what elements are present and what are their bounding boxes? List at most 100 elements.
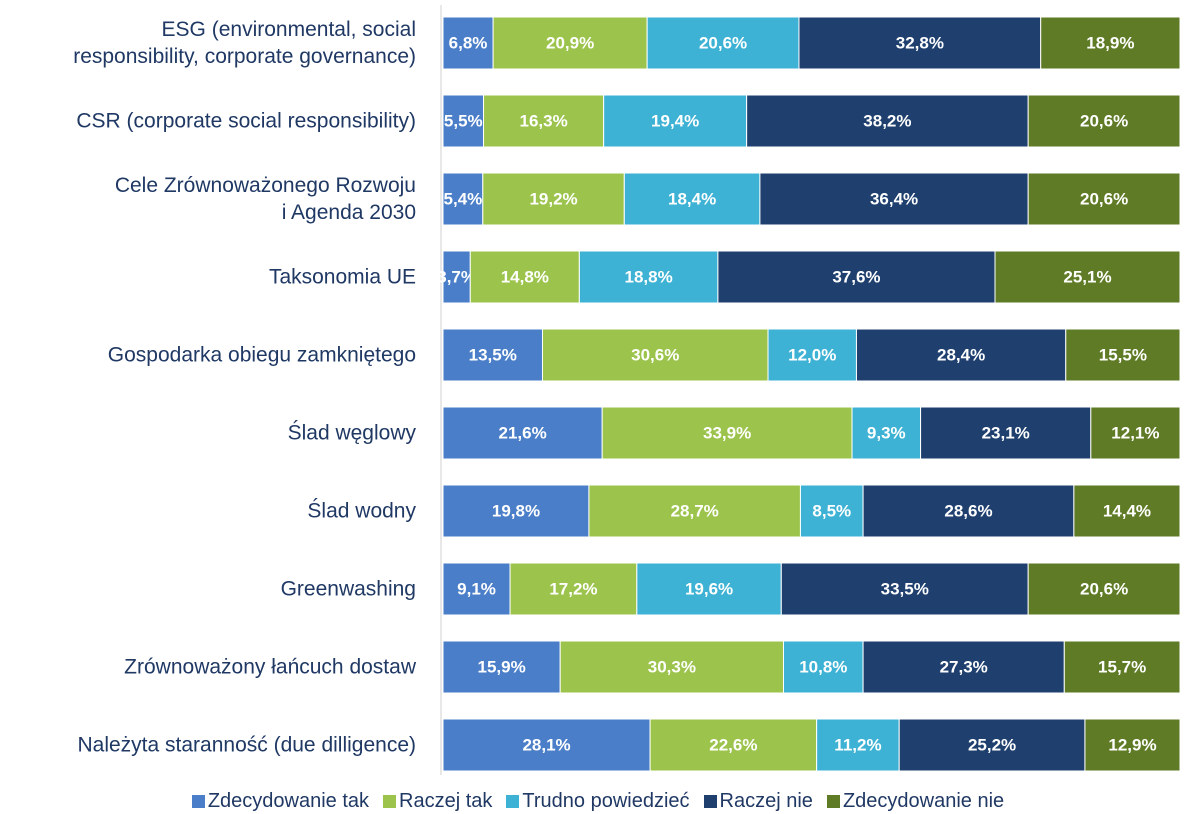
bar-segment [1027, 172, 1181, 226]
bar-segment [862, 484, 1075, 538]
bar-segment [482, 172, 625, 226]
data-label: 30,6% [631, 345, 679, 364]
data-label: 12,9% [1108, 735, 1156, 754]
bar-segment [492, 16, 648, 70]
bar-segment [649, 718, 818, 772]
data-label: 10,8% [799, 657, 847, 676]
data-label: 18,9% [1086, 33, 1134, 52]
data-label: 19,6% [685, 579, 733, 598]
data-label: 36,4% [870, 189, 918, 208]
category-label: Cele Zrównoważonego Rozwoju i Agenda 203… [114, 174, 416, 224]
data-label: 20,6% [1080, 111, 1128, 130]
bar-segment [767, 328, 857, 382]
category-label: Należyta staranność (due dilligence) [77, 733, 416, 757]
data-label: 9,1% [457, 579, 496, 598]
bar-segment [898, 718, 1086, 772]
bar-segment [442, 406, 603, 460]
legend: Zdecydowanie tak Raczej tak Trudno powiedz… [0, 790, 1196, 813]
bar-segment [851, 406, 922, 460]
bar-segment [1027, 94, 1181, 148]
category-label: Greenwashing [280, 577, 416, 601]
legend-item: Raczej tak [383, 790, 492, 813]
category-label: CSR (corporate social responsibility) [76, 109, 416, 133]
data-label: 18,8% [625, 267, 673, 286]
bar-segment [759, 172, 1029, 226]
data-label: 25,2% [968, 735, 1016, 754]
data-label: 15,7% [1098, 657, 1146, 676]
legend-item: Zdecydowanie tak [191, 790, 370, 813]
data-label: 11,2% [834, 735, 881, 754]
data-label: 19,2% [529, 189, 577, 208]
data-label: 15,9% [477, 657, 525, 676]
bar-segment [442, 484, 590, 538]
legend-item: Trudno powiedzieć [506, 790, 690, 813]
category-label: ESG (environmental, social responsibilit… [73, 18, 416, 68]
data-label: 21,6% [498, 423, 546, 442]
data-label: 25,1% [1063, 267, 1111, 286]
data-label: 8,5% [812, 501, 851, 520]
data-label: 15,5% [1099, 345, 1147, 364]
category-label: Gospodarka obiegu zamkniętego [107, 343, 416, 367]
data-label: 3,7% [437, 267, 476, 286]
data-label: 20,6% [1080, 579, 1128, 598]
bar-segment [541, 328, 769, 382]
data-label: 17,2% [549, 579, 597, 598]
legend-item: Zdecydowanie nie [826, 790, 1005, 813]
bar-segment [782, 640, 864, 694]
data-label: 19,4% [651, 111, 699, 130]
bar-segment [442, 640, 561, 694]
bar-segment [1063, 640, 1181, 694]
legend-item: Raczej nie [703, 790, 813, 813]
data-label: 28,7% [671, 501, 719, 520]
data-label: 28,4% [937, 345, 985, 364]
legend-swatch [506, 795, 520, 808]
data-label: 30,3% [648, 657, 696, 676]
bar-segment [862, 640, 1065, 694]
data-label: 5,4% [444, 189, 483, 208]
bar-segment [1027, 562, 1181, 616]
bar-segment [559, 640, 784, 694]
data-label: 13,5% [469, 345, 517, 364]
data-label: 38,2% [863, 111, 911, 130]
bar-segment [636, 562, 782, 616]
bar-segment [601, 406, 853, 460]
bar-segment [746, 94, 1029, 148]
data-label: 37,6% [832, 267, 880, 286]
bar-segment [442, 562, 511, 616]
bar-segment [920, 406, 1092, 460]
bar-segment [442, 250, 471, 304]
data-label: 12,0% [788, 345, 836, 364]
legend-swatch [703, 795, 717, 808]
data-label: 6,8% [449, 33, 488, 52]
category-label: Ślad wodny [307, 499, 416, 523]
category-label: Ślad węglowy [287, 421, 416, 445]
legend-swatch [191, 795, 205, 808]
bar-segment [1065, 328, 1181, 382]
data-label: 9,3% [867, 423, 906, 442]
data-label: 32,8% [896, 33, 944, 52]
legend-label: Zdecydowanie nie [842, 790, 1005, 812]
data-label: 33,9% [703, 423, 751, 442]
bar-segment [1073, 484, 1181, 538]
legend-label: Trudno powiedzieć [522, 790, 690, 812]
category-label: Taksonomia UE [268, 265, 416, 289]
bar-segment [442, 94, 485, 148]
bar-segment [483, 94, 605, 148]
data-label: 14,8% [501, 267, 549, 286]
legend-label: Zdecydowanie tak [207, 790, 370, 812]
data-label: 28,6% [944, 501, 992, 520]
bar-segment [1040, 16, 1181, 70]
bar-segment [994, 250, 1181, 304]
data-label: 20,6% [699, 33, 747, 52]
data-label: 5,5% [444, 111, 483, 130]
bar-segment [603, 94, 748, 148]
data-label: 16,3% [519, 111, 567, 130]
bar-segment [578, 250, 719, 304]
data-label: 27,3% [940, 657, 988, 676]
bar-segment [588, 484, 801, 538]
bar-segment [717, 250, 996, 304]
bar-segment [1084, 718, 1181, 772]
data-label: 12,1% [1111, 423, 1159, 442]
